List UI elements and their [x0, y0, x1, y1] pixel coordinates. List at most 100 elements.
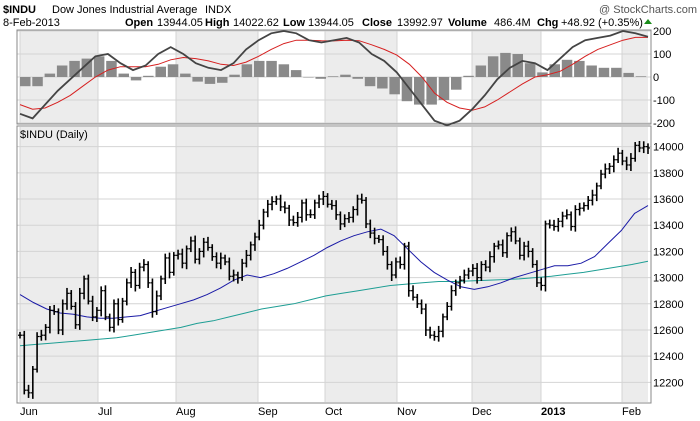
price-grid — [17, 127, 651, 402]
price-bar — [240, 258, 245, 281]
price-bar — [287, 204, 292, 226]
price-bar — [423, 303, 428, 336]
histogram-bar — [290, 70, 302, 77]
price-bar — [577, 202, 582, 216]
price-bar — [223, 254, 228, 266]
y-tick-label: -200 — [653, 118, 675, 130]
price-bar — [475, 263, 480, 284]
price-bar — [509, 227, 514, 242]
histogram-bar — [278, 64, 290, 77]
histogram-bar — [315, 77, 326, 79]
price-bar — [30, 365, 35, 399]
price-bar — [137, 262, 142, 289]
price-bar — [193, 235, 198, 264]
high-label: High — [205, 17, 230, 29]
price-bar — [462, 269, 467, 284]
histogram-bar — [401, 77, 413, 102]
price-bar — [594, 182, 599, 202]
price-bar — [496, 240, 501, 250]
price-bar — [86, 274, 91, 305]
high-value: 14022.62 — [233, 17, 279, 29]
price-bar — [154, 290, 159, 315]
price-bar — [539, 277, 544, 291]
x-tick-label: Feb — [622, 406, 641, 418]
up-arrow-icon — [644, 19, 652, 24]
price-bar — [368, 219, 373, 239]
price-bar — [257, 219, 262, 241]
price-bar — [376, 235, 381, 243]
price-bar — [210, 244, 215, 261]
price-bar — [47, 306, 52, 334]
x-tick-label: Dec — [472, 406, 492, 418]
price-bar — [338, 211, 343, 230]
y-tick-label: 12200 — [653, 377, 684, 389]
watermark: @ StockCharts.com — [599, 4, 697, 16]
x-tick-label: Sep — [258, 406, 278, 418]
price-bar — [372, 227, 377, 245]
price-bar — [214, 252, 219, 269]
price-bar — [342, 214, 347, 228]
price-bar — [470, 264, 475, 277]
price-bar — [364, 197, 369, 229]
price-bar — [35, 332, 40, 373]
histogram-bar — [340, 74, 351, 77]
histogram-bar — [537, 72, 548, 77]
price-bar — [64, 287, 69, 310]
price-bar — [39, 329, 44, 341]
price-bar — [73, 302, 78, 329]
price-bar — [146, 261, 151, 288]
shade-band — [20, 127, 98, 402]
price-bar — [248, 241, 253, 261]
price-bar — [607, 163, 612, 175]
histogram-bar — [512, 54, 523, 77]
price-bar — [351, 206, 356, 223]
low-value: 13944.05 — [308, 17, 354, 29]
price-bar — [398, 256, 403, 269]
price-bar — [163, 253, 168, 285]
histogram-bar — [266, 60, 277, 77]
histogram-bar — [155, 66, 166, 77]
y-tick-label: 14000 — [653, 142, 684, 154]
price-bars — [18, 141, 650, 399]
y-tick-label: -100 — [653, 95, 675, 107]
histogram-bar — [377, 77, 388, 89]
price-bar — [449, 285, 454, 311]
histogram-bar — [44, 73, 56, 77]
indicator-panel-frame — [16, 29, 652, 125]
open-label: Open — [125, 17, 153, 29]
y-tick-label: 100 — [653, 49, 671, 61]
price-bar — [641, 141, 646, 154]
price-bar — [312, 199, 317, 219]
price-bar — [389, 261, 394, 281]
price-bar — [201, 237, 206, 258]
index-name: Dow Jones Industrial Average — [52, 4, 197, 16]
close-label: Close — [362, 17, 392, 29]
price-bar — [176, 249, 181, 260]
price-bar — [458, 275, 463, 289]
price-bar — [534, 260, 539, 288]
price-bar — [90, 295, 95, 322]
histogram-bar — [426, 77, 437, 105]
price-bar — [265, 199, 270, 218]
y-tick-label: 13000 — [653, 273, 684, 285]
price-panel-label: $INDU (Daily) — [20, 129, 88, 141]
x-tick-label: Oct — [325, 406, 342, 418]
close-value: 13992.97 — [397, 17, 443, 29]
price-bar — [569, 211, 574, 231]
histogram-bar — [143, 75, 154, 77]
price-bar — [120, 297, 125, 323]
y-tick-label: 0 — [653, 72, 659, 84]
price-bar — [346, 211, 351, 223]
price-bar — [556, 218, 561, 232]
exchange-label: INDX — [205, 4, 232, 16]
price-bar — [624, 156, 629, 171]
price-bar — [103, 285, 108, 321]
price-bar — [56, 308, 61, 335]
price-bar — [124, 278, 129, 306]
price-bar — [543, 220, 548, 292]
price-bar — [616, 147, 621, 164]
price-bar — [184, 245, 189, 270]
histogram-bar — [254, 60, 265, 77]
price-bar — [197, 248, 202, 265]
y-tick-label: 13400 — [653, 220, 684, 232]
